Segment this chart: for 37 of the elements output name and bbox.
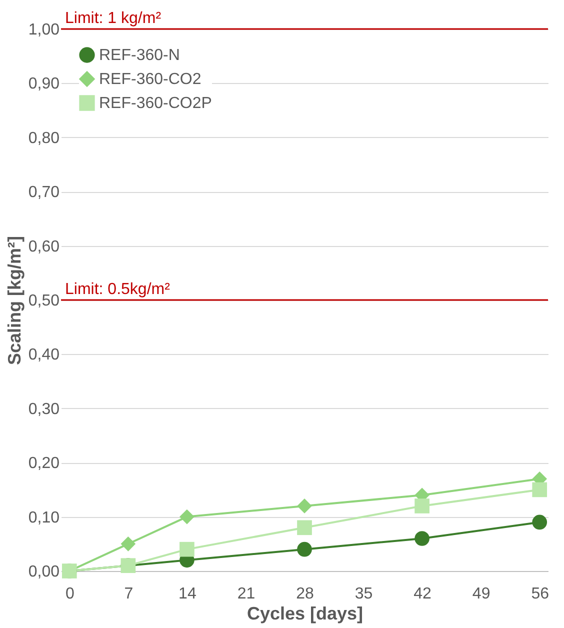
y-tick-label: 0,10 xyxy=(28,509,60,526)
point xyxy=(532,514,548,530)
y-tick-label: 0,50 xyxy=(28,292,60,310)
point xyxy=(532,482,548,498)
point xyxy=(414,531,430,546)
y-tick-label: 0,20 xyxy=(28,455,60,472)
point xyxy=(297,542,312,557)
x-axis-title: Cycles [days] xyxy=(246,604,364,624)
legend-label: REF-360-CO2 xyxy=(99,71,202,88)
x-tick-label: 0 xyxy=(65,586,74,602)
y-axis-title: Scaling [kg/m²] xyxy=(4,236,24,366)
y-tick-label: 0,70 xyxy=(28,184,60,202)
x-tick-label: 14 xyxy=(178,586,196,602)
y-tick-label: 0,40 xyxy=(28,346,60,364)
point xyxy=(120,536,136,552)
legend-label: REF-360-CO2P xyxy=(99,95,212,112)
x-tick-label: 42 xyxy=(414,586,432,602)
ref-line-label: Limit: 1 kg/m² xyxy=(65,10,162,27)
x-tick-label: 21 xyxy=(237,586,256,602)
point xyxy=(414,498,430,514)
x-tick-label: 28 xyxy=(296,586,314,602)
x-tick-label: 7 xyxy=(124,586,134,602)
point xyxy=(180,542,194,557)
y-tick-label: 0,80 xyxy=(28,130,60,147)
legend-label: REF-360-N xyxy=(99,47,180,64)
x-tick-label: 49 xyxy=(472,586,490,602)
point xyxy=(180,509,194,524)
y-tick-label: 0,30 xyxy=(28,400,60,418)
y-tick-label: 0,60 xyxy=(28,238,60,256)
y-tick-label: 0,90 xyxy=(28,76,60,93)
x-tick-label: 35 xyxy=(354,586,373,602)
ref-line-label: Limit: 0.5kg/m² xyxy=(65,281,171,298)
point xyxy=(297,498,312,514)
x-tick-label: 56 xyxy=(531,586,550,602)
y-tick-label: 1,00 xyxy=(28,22,60,38)
point xyxy=(297,520,312,536)
y-tick-label: 0,00 xyxy=(28,564,60,580)
